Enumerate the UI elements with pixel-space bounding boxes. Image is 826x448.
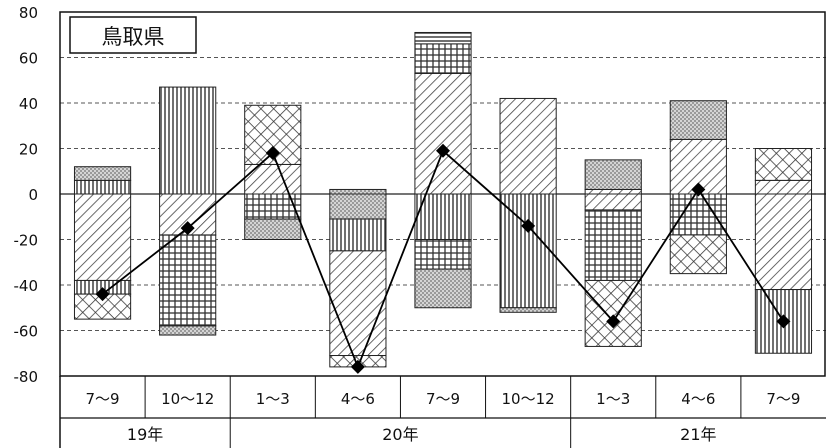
bar-segment-dots [329,188,387,195]
line-marker [521,218,536,233]
title-box: 鳥取県 [69,16,197,54]
bar-segment-vertical [329,218,387,252]
bar-segment-diagonal [584,188,642,195]
bar-segment-grid [584,209,642,281]
y-tick-label: 80 [19,4,38,22]
bar-segment-crosshatch [754,148,813,181]
line-marker [606,314,621,329]
bar-segment-dots [244,218,302,240]
bar-segment-dots [73,166,132,181]
year-group-label: 20年 [382,425,418,444]
x-axis-categories: 7～9 10～12 1～3 4～6 7～9 10～12 1～3 4～6 7～9 [86,376,800,418]
line-marker [691,182,706,197]
y-tick-label: -60 [14,323,39,341]
x-category-label: 7～9 [426,390,460,408]
x-category-label: 4～6 [681,390,715,408]
bar-segment-diagonal [584,193,642,211]
x-category-label: 1～3 [256,390,290,408]
bar-stack [499,97,557,313]
bar-segment-diagonal [754,179,813,195]
plot-border [59,11,826,377]
line-marker [776,314,791,329]
x-category-label: 4～6 [341,390,375,408]
x-category-label: 10～12 [502,390,555,408]
bar-segment-horizontal [414,31,472,45]
line-series [95,143,791,374]
year-group-label: 19年 [127,425,163,444]
y-tick-label: -80 [14,368,39,386]
bar-segment-dots [329,193,387,220]
bar-segment-dots [584,159,642,190]
plot-frame [59,11,826,448]
bar-segment-dots [499,307,557,313]
y-tick-label: 0 [28,186,38,204]
line-marker [95,287,110,302]
bar-segment-grid [414,43,472,74]
bar-stack [329,188,387,368]
bar-stack [244,104,302,240]
bar-segment-vertical [499,193,557,309]
x-category-label: 7～9 [766,390,800,408]
y-tick-label: 60 [19,50,38,68]
bar-segment-dots [159,325,217,336]
bar-stack [669,100,727,275]
bar-segment-vertical [414,193,472,240]
bar-segment-grid [414,239,472,270]
x-category-label: 7～9 [86,390,120,408]
line-marker [265,146,280,161]
x-axis-year-groups: 19年 20年 21年 [127,418,717,448]
y-tick-label: -20 [14,232,39,250]
x-category-label: 1～3 [596,390,630,408]
bar-segment-diagonal [73,193,132,281]
x-category-label: 10～12 [161,390,214,408]
y-tick-label: 20 [19,141,38,159]
bar-segment-dots [414,268,472,309]
bar-segment-vertical [73,179,132,195]
bar-stack [754,148,813,354]
y-axis-ticks: 80 60 40 20 0 -20 -40 -60 -80 [14,4,39,386]
bar-segment-diagonal [499,97,557,195]
bar-segment-grid [244,193,302,220]
line-marker [350,359,365,374]
y-tick-label: 40 [19,95,38,113]
bar-segment-diagonal [329,250,387,357]
bar-segment-diagonal [754,193,813,291]
bar-segment-grid [159,234,217,327]
line-marker [180,221,195,236]
bar-segment-dots [669,100,727,140]
y-tick-label: -40 [14,277,39,295]
bar-segment-crosshatch [669,234,727,275]
bar-segment-grid [669,193,727,236]
bar-stack [73,166,132,320]
bar-segment-diagonal [414,72,472,195]
bars [73,31,813,368]
year-group-label: 21年 [680,425,716,444]
line-marker [436,143,450,158]
bar-segment-vertical [159,86,217,195]
bar-stack [414,31,472,309]
chart-title: 鳥取県 [102,25,165,49]
bar-segment-diagonal [244,163,302,195]
